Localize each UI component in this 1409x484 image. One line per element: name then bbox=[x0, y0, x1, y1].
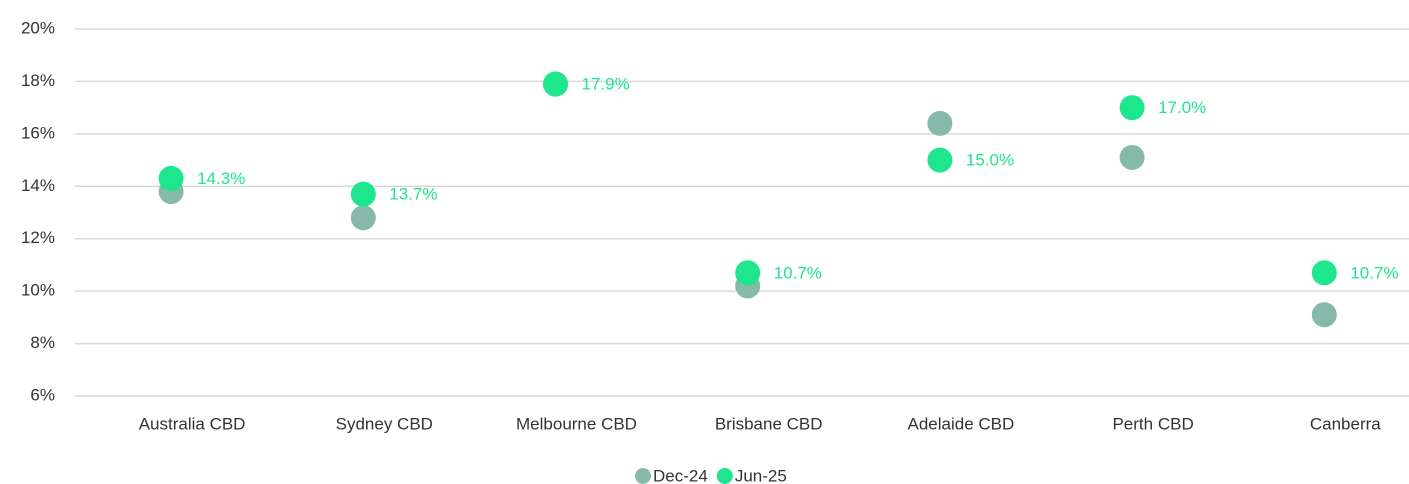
legend-label: Dec-24 bbox=[653, 466, 708, 484]
x-tick-label: Australia CBD bbox=[139, 414, 246, 433]
y-tick-label: 14% bbox=[21, 176, 55, 195]
x-tick-label: Canberra bbox=[1310, 414, 1381, 433]
x-tick-label: Adelaide CBD bbox=[908, 414, 1015, 433]
y-tick-label: 8% bbox=[30, 333, 55, 352]
data-label: 10.7% bbox=[774, 263, 822, 282]
dot bbox=[1119, 144, 1145, 170]
dot bbox=[543, 71, 568, 97]
dot bbox=[158, 165, 184, 191]
data-label: 17.9% bbox=[582, 75, 630, 94]
x-tick-label: Melbourne CBD bbox=[516, 414, 637, 433]
dot bbox=[350, 181, 376, 207]
dot bbox=[350, 205, 376, 231]
data-label: 14.3% bbox=[197, 169, 245, 188]
x-tick-label: Sydney CBD bbox=[336, 414, 433, 433]
y-tick-label: 6% bbox=[30, 385, 55, 404]
x-tick-label: Perth CBD bbox=[1112, 414, 1193, 433]
y-tick-label: 18% bbox=[21, 71, 55, 90]
legend-swatch bbox=[716, 468, 733, 484]
legend-label: Jun-25 bbox=[735, 466, 787, 484]
data-label: 10.7% bbox=[1350, 263, 1398, 282]
dot bbox=[735, 260, 761, 286]
dot bbox=[1311, 302, 1337, 328]
legend-swatch bbox=[635, 468, 651, 484]
x-tick-label: Brisbane CBD bbox=[715, 414, 823, 433]
data-label: 17.0% bbox=[1158, 98, 1206, 117]
data-label: 15.0% bbox=[966, 151, 1014, 170]
dot bbox=[1311, 260, 1337, 286]
data-label: 13.7% bbox=[389, 185, 437, 204]
dot bbox=[927, 147, 953, 173]
y-tick-label: 10% bbox=[21, 281, 55, 300]
dot bbox=[1119, 95, 1145, 121]
y-tick-label: 12% bbox=[21, 228, 55, 247]
dot bbox=[927, 110, 953, 136]
y-tick-label: 16% bbox=[21, 123, 55, 142]
y-tick-label: 20% bbox=[21, 18, 55, 37]
